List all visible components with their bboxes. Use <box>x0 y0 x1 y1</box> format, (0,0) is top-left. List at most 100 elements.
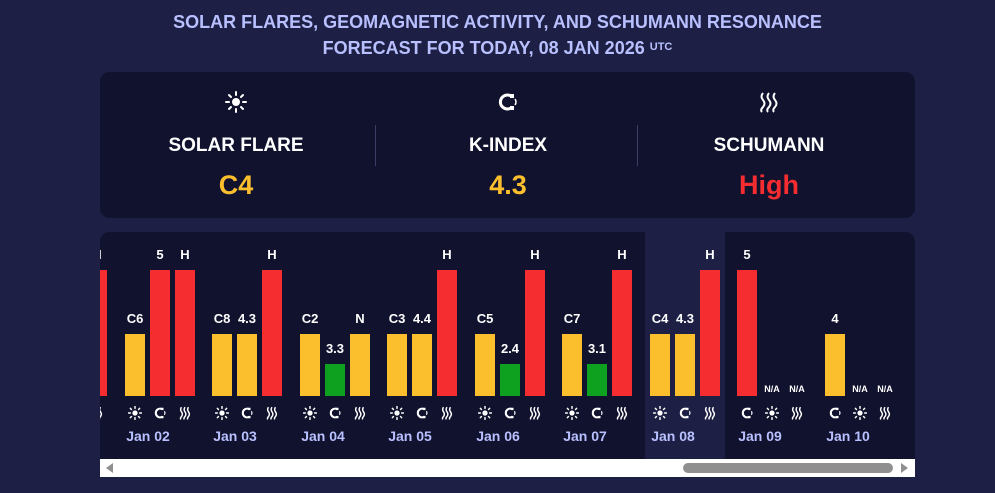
solar-bar-label: C3 <box>388 311 406 326</box>
wave-icon <box>787 405 807 421</box>
sun-icon <box>650 405 670 421</box>
schumann-bar <box>525 270 545 396</box>
solar-flare-summary: SOLAR FLARE C4 <box>100 72 372 218</box>
kindex-bar <box>237 334 257 396</box>
kindex-bar-label: 2.4 <box>500 341 520 356</box>
sun-icon <box>100 90 372 114</box>
schumann-bar-label: H <box>617 247 627 262</box>
sun-icon <box>850 405 870 421</box>
kindex-bar <box>587 364 607 396</box>
magnet-icon <box>675 405 695 421</box>
kindex-bar <box>825 334 845 396</box>
wave-icon <box>175 405 195 421</box>
sun-icon <box>762 405 782 421</box>
schumann-bar-label: H <box>530 247 540 262</box>
kindex-bar-label: 3.1 <box>587 341 607 356</box>
magnet-icon <box>825 405 845 421</box>
solar-bar <box>650 334 670 396</box>
schumann-bar <box>700 270 720 396</box>
date-label: Jan 08 <box>651 428 695 444</box>
schumann-na-label: N/A <box>789 384 805 394</box>
wave-icon <box>612 405 632 421</box>
wave-icon <box>100 405 107 421</box>
solar-bar <box>212 334 232 396</box>
horizontal-scrollbar[interactable] <box>100 459 915 477</box>
k-index-value: 4.3 <box>489 170 527 200</box>
solar-bar <box>125 334 145 396</box>
utc-label: UTC <box>649 41 673 53</box>
kindex-bar-label: 5 <box>743 247 751 262</box>
scroll-right-icon[interactable] <box>898 462 910 474</box>
schumann-bar-label: H <box>442 247 452 262</box>
scrollbar-thumb[interactable] <box>683 463 893 473</box>
sun-icon <box>562 405 582 421</box>
solar-flare-value: C4 <box>218 170 254 200</box>
sun-icon <box>300 405 320 421</box>
date-label: Jan 05 <box>388 428 432 444</box>
schumann-bar <box>350 334 370 396</box>
schumann-bar-label: H <box>267 247 277 262</box>
magnet-icon <box>325 405 345 421</box>
wave-icon <box>262 405 282 421</box>
kindex-bar-label: 5 <box>156 247 164 262</box>
date-label: Jan 10 <box>826 428 870 444</box>
magnet-icon <box>372 90 644 114</box>
magnet-icon <box>737 405 757 421</box>
date-label: Jan 02 <box>126 428 170 444</box>
sun-icon <box>475 405 495 421</box>
schumann-bar <box>175 270 195 396</box>
magnet-icon <box>500 405 520 421</box>
page-title: SOLAR FLARES, GEOMAGNETIC ACTIVITY, AND … <box>0 9 995 64</box>
magnet-icon <box>412 405 432 421</box>
sun-icon <box>212 405 232 421</box>
solar-bar-label: C2 <box>301 311 319 326</box>
solar-bar-label: C5 <box>476 311 494 326</box>
kindex-bar <box>325 364 345 396</box>
schumann-bar-label: H <box>705 247 715 262</box>
title-line-1: SOLAR FLARES, GEOMAGNETIC ACTIVITY, AND … <box>173 12 822 32</box>
kindex-bar <box>500 364 520 396</box>
wave-icon <box>700 405 720 421</box>
wave-icon <box>350 405 370 421</box>
kindex-bar-label: 4.3 <box>675 311 695 326</box>
wave-icon <box>633 90 905 114</box>
date-label: Jan 07 <box>563 428 607 444</box>
scroll-left-icon[interactable] <box>104 462 116 474</box>
schumann-bar-label: H <box>180 247 190 262</box>
schumann-bar-label: H <box>100 247 115 262</box>
wave-icon <box>525 405 545 421</box>
solar-bar-label: C8 <box>213 311 231 326</box>
kindex-bar <box>675 334 695 396</box>
date-label: Jan 04 <box>301 428 345 444</box>
solar-na-label: N/A <box>852 384 868 394</box>
magnet-icon <box>587 405 607 421</box>
schumann-bar <box>612 270 632 396</box>
kindex-bar <box>412 334 432 396</box>
date-label: Jan 03 <box>213 428 257 444</box>
solar-bar-label: C4 <box>651 311 669 326</box>
solar-na-label: N/A <box>764 384 780 394</box>
magnet-icon <box>237 405 257 421</box>
k-index-summary: K-INDEX 4.3 <box>372 72 644 218</box>
date-label: Jan 06 <box>476 428 520 444</box>
date-label: Jan 09 <box>738 428 782 444</box>
sun-icon <box>125 405 145 421</box>
solar-flare-title: SOLAR FLARE <box>168 135 304 156</box>
schumann-bar-label: N <box>355 311 365 326</box>
schumann-summary: SCHUMANN High <box>633 72 905 218</box>
daily-forecast-timeline[interactable]: H C6 5 H Jan 02 C8 4.3 H Jan 03 C2 3.3 N Jan 04 C3 4.4… <box>100 232 915 459</box>
solar-bar <box>387 334 407 396</box>
solar-bar <box>300 334 320 396</box>
schumann-title: SCHUMANN <box>713 135 825 156</box>
schumann-bar <box>100 270 107 396</box>
kindex-bar-label: 4.4 <box>412 311 432 326</box>
schumann-na-label: N/A <box>877 384 893 394</box>
solar-bar <box>562 334 582 396</box>
kindex-bar <box>150 270 170 396</box>
divider <box>637 125 638 166</box>
kindex-bar-label: 3.3 <box>325 341 345 356</box>
kindex-bar-label: 4.3 <box>237 311 257 326</box>
forecast-summary-panel: SOLAR FLARE C4 K-INDEX 4.3 SCHU <box>100 72 915 218</box>
solar-bar-label: C6 <box>126 311 144 326</box>
divider <box>375 125 376 166</box>
